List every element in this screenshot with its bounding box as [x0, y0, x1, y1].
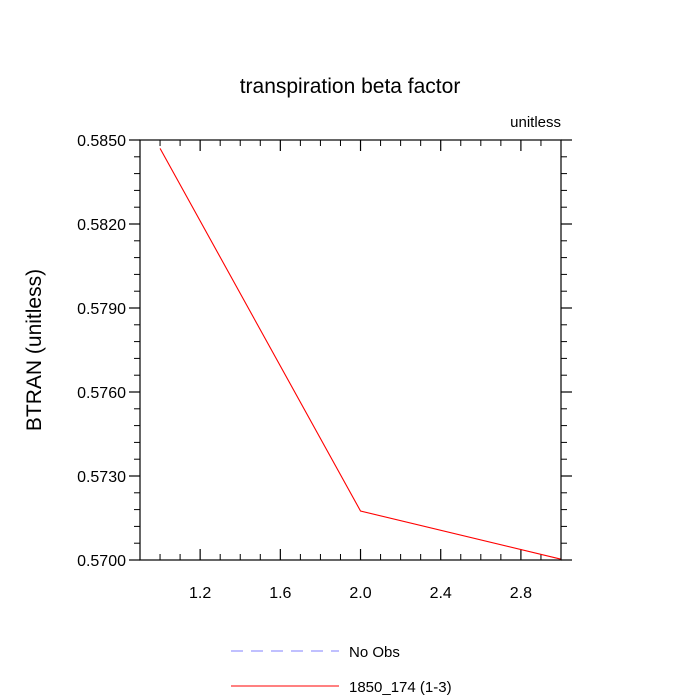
x-tick-label: 1.2	[189, 585, 211, 602]
y-tick-label: 0.5790	[77, 301, 126, 318]
y-axis-label: BTRAN (unitless)	[23, 269, 46, 431]
y-tick-label: 0.5760	[77, 385, 126, 402]
x-tick-label: 2.8	[510, 585, 532, 602]
series-line	[159, 148, 562, 560]
ticks-layer: 1.2 1.6 2.0 2.4 2.8 0.5850 0.5820 0.5790 0.5760 0…	[77, 133, 572, 602]
legend-label: 1850_174 (1-3)	[349, 679, 452, 696]
plot-frame	[139, 139, 562, 561]
x-tick-label: 1.6	[269, 585, 291, 602]
x-tick-label: 2.4	[430, 585, 452, 602]
units-label: unitless	[510, 114, 561, 131]
y-tick-label: 0.5820	[77, 217, 126, 234]
series-layer	[159, 148, 562, 560]
y-tick-label: 0.5730	[77, 469, 126, 486]
y-tick-label: 0.5700	[77, 553, 126, 570]
legend: No Obs 1850_174 (1-3)	[231, 644, 452, 696]
y-tick-label: 0.5850	[77, 133, 126, 150]
x-tick-label: 2.0	[349, 585, 371, 602]
legend-label: No Obs	[349, 644, 400, 661]
chart-title: transpiration beta factor	[240, 75, 461, 98]
